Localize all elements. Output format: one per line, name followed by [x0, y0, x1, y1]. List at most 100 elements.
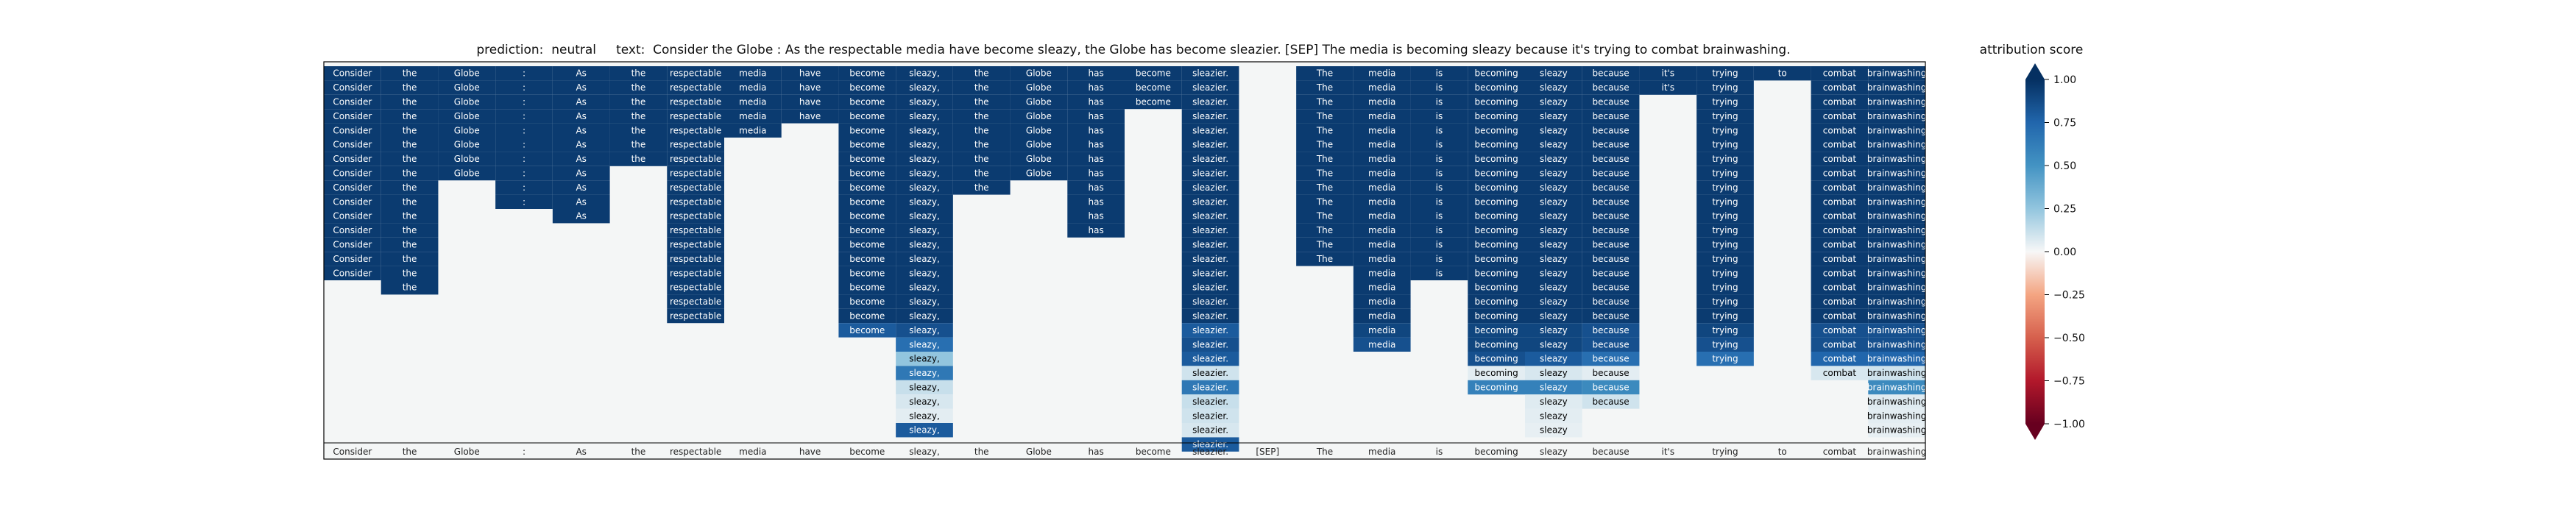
heatmap-cell — [495, 80, 553, 95]
heatmap-cell — [1296, 237, 1354, 252]
cell-token-label: sleazy — [1540, 425, 1568, 436]
heatmap-cell — [667, 266, 724, 280]
cell-token-label: media — [1368, 283, 1395, 293]
heatmap-cell — [896, 180, 953, 195]
heatmap-cell — [667, 109, 724, 124]
heatmap-cell — [1582, 323, 1640, 338]
cell-token-label: media — [1368, 211, 1395, 221]
cell-token-label: combat — [1823, 211, 1857, 221]
heatmap-cell — [1181, 437, 1239, 452]
heatmap-cell — [1296, 152, 1354, 166]
heatmap-cell — [1868, 408, 1925, 423]
heatmap-cell — [1868, 138, 1925, 152]
cell-token-label: sleazy, — [909, 325, 940, 335]
cell-token-label: trying — [1712, 354, 1738, 364]
heatmap-cell — [1468, 209, 1525, 224]
cell-token-label: the — [403, 97, 417, 107]
heatmap-cell — [1868, 109, 1925, 124]
cell-token-label: respectable — [670, 311, 721, 322]
heatmap-cell — [1181, 223, 1239, 238]
cell-token-label: media — [1368, 154, 1395, 164]
heatmap-cell — [1525, 423, 1582, 438]
cell-token-label: because — [1592, 254, 1629, 264]
x-tick-label: the — [974, 447, 989, 457]
heatmap-cell — [1696, 352, 1754, 366]
heatmap-cell — [1868, 66, 1925, 81]
heatmap-cell — [1296, 138, 1354, 152]
heatmap-cell — [1181, 109, 1239, 124]
cell-token-label: because — [1592, 168, 1629, 179]
cell-token-label: is — [1436, 111, 1443, 121]
heatmap-cell — [1811, 180, 1869, 195]
heatmap-cell — [1181, 138, 1239, 152]
cell-token-label: : — [523, 168, 526, 179]
cell-token-label: The — [1316, 125, 1333, 135]
heatmap-cell — [1353, 280, 1411, 295]
heatmap-cell — [1868, 194, 1925, 209]
heatmap-cell — [667, 308, 724, 324]
heatmap-cell — [724, 80, 782, 95]
x-tick-label: sleazier. — [1192, 447, 1228, 457]
cell-token-label: sleazy, — [909, 82, 940, 93]
heatmap-cell — [1181, 380, 1239, 395]
cell-token-label: The — [1316, 225, 1333, 235]
heatmap-cell — [781, 66, 839, 81]
heatmap-cell — [1582, 109, 1640, 124]
cell-token-label: sleazy, — [909, 140, 940, 150]
cell-token-label: Consider — [333, 82, 372, 93]
heatmap-cell — [552, 94, 610, 110]
cell-token-label: Globe — [454, 154, 480, 164]
heatmap-cell — [1410, 123, 1468, 138]
heatmap-cell — [552, 194, 610, 209]
heatmap-cell — [838, 209, 896, 224]
heatmap-cell — [1582, 266, 1640, 280]
x-tick-label: sleazy — [1540, 447, 1568, 457]
heatmap-cell — [667, 294, 724, 309]
heatmap-cell — [896, 337, 953, 352]
heatmap-cell — [896, 394, 953, 409]
heatmap-cell — [1525, 166, 1582, 181]
cell-token-label: sleazy — [1540, 168, 1568, 179]
heatmap-cell — [838, 237, 896, 252]
cell-token-label: sleazy — [1540, 196, 1568, 207]
cell-token-label: trying — [1712, 82, 1738, 93]
cell-token-label: the — [403, 225, 417, 235]
cell-token-label: respectable — [670, 68, 721, 79]
cell-token-label: it's — [1661, 68, 1674, 79]
cell-token-label: combat — [1823, 268, 1857, 278]
cell-token-label: sleazier. — [1192, 82, 1228, 93]
cell-token-label: combat — [1823, 68, 1857, 79]
heatmap-cell — [1811, 66, 1869, 81]
heatmap-cell — [1868, 366, 1925, 380]
cell-token-label: brainwashing — [1867, 211, 1926, 221]
cell-token-label: brainwashing — [1867, 196, 1926, 207]
cell-token-label: sleazy — [1540, 296, 1568, 307]
heatmap-cell — [1353, 252, 1411, 266]
cell-token-label: sleazy, — [909, 283, 940, 293]
heatmap-cell — [838, 94, 896, 110]
cell-token-label: Consider — [333, 211, 372, 221]
heatmap-cell — [1181, 66, 1239, 81]
heatmap-cell — [1468, 323, 1525, 338]
heatmap-cell — [838, 180, 896, 195]
heatmap-cell — [381, 209, 439, 224]
heatmap-cell — [838, 80, 896, 95]
heatmap-cell — [438, 94, 496, 110]
heatmap-cell — [381, 252, 439, 266]
heatmap-cell — [1525, 352, 1582, 366]
heatmap-cell — [1010, 166, 1068, 181]
heatmap-cell — [381, 194, 439, 209]
cell-token-label: media — [739, 82, 766, 93]
heatmap-cell — [1010, 66, 1068, 81]
cell-token-label: : — [523, 82, 526, 93]
heatmap-cell — [1525, 294, 1582, 309]
cell-token-label: brainwashing — [1867, 125, 1926, 135]
heatmap-cell — [1125, 66, 1182, 81]
heatmap-cell — [324, 266, 381, 280]
cell-token-label: sleazy — [1540, 268, 1568, 278]
cell-token-label: The — [1316, 168, 1333, 179]
heatmap-cell — [1868, 266, 1925, 280]
x-tick-label: becoming — [1475, 447, 1518, 457]
heatmap-cell — [381, 109, 439, 124]
cell-token-label: is — [1436, 240, 1443, 250]
